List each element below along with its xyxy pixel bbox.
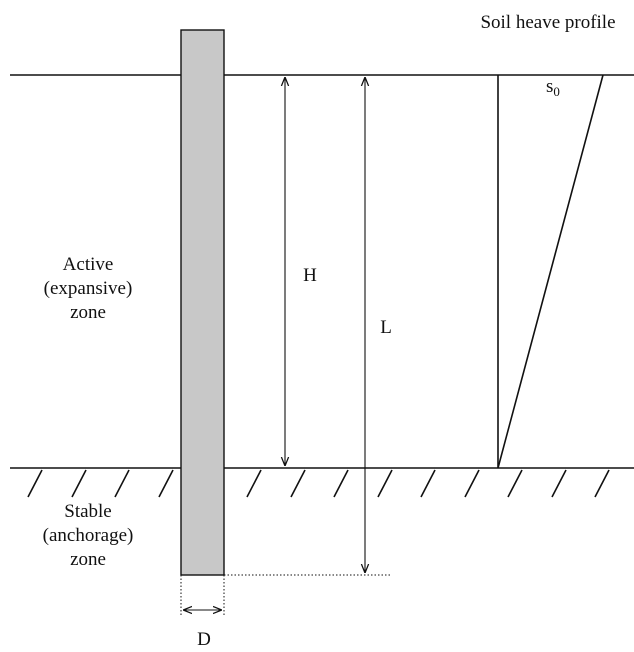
dimension-label: H [303, 265, 317, 286]
hatching [27, 469, 610, 498]
profile-title: Soil heave profile [480, 12, 615, 33]
zone-label: Active [63, 254, 114, 275]
heave-symbol: s0 [546, 76, 560, 99]
pile [180, 29, 225, 576]
profile-line [497, 74, 604, 469]
zone-label: (anchorage) [43, 525, 134, 546]
subscript: 0 [553, 84, 560, 99]
symbol: s [546, 76, 553, 97]
zone-label: Stable [64, 501, 112, 522]
zone-label: (expansive) [44, 278, 133, 299]
zone-label: zone [70, 549, 106, 570]
dimension-label: D [197, 629, 211, 650]
dimension-label: L [380, 317, 392, 338]
zone-label: zone [70, 302, 106, 323]
